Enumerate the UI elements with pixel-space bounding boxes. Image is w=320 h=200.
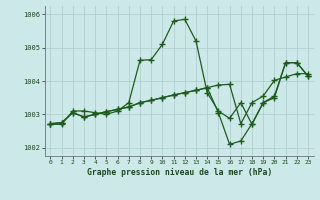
X-axis label: Graphe pression niveau de la mer (hPa): Graphe pression niveau de la mer (hPa) [87,168,272,177]
